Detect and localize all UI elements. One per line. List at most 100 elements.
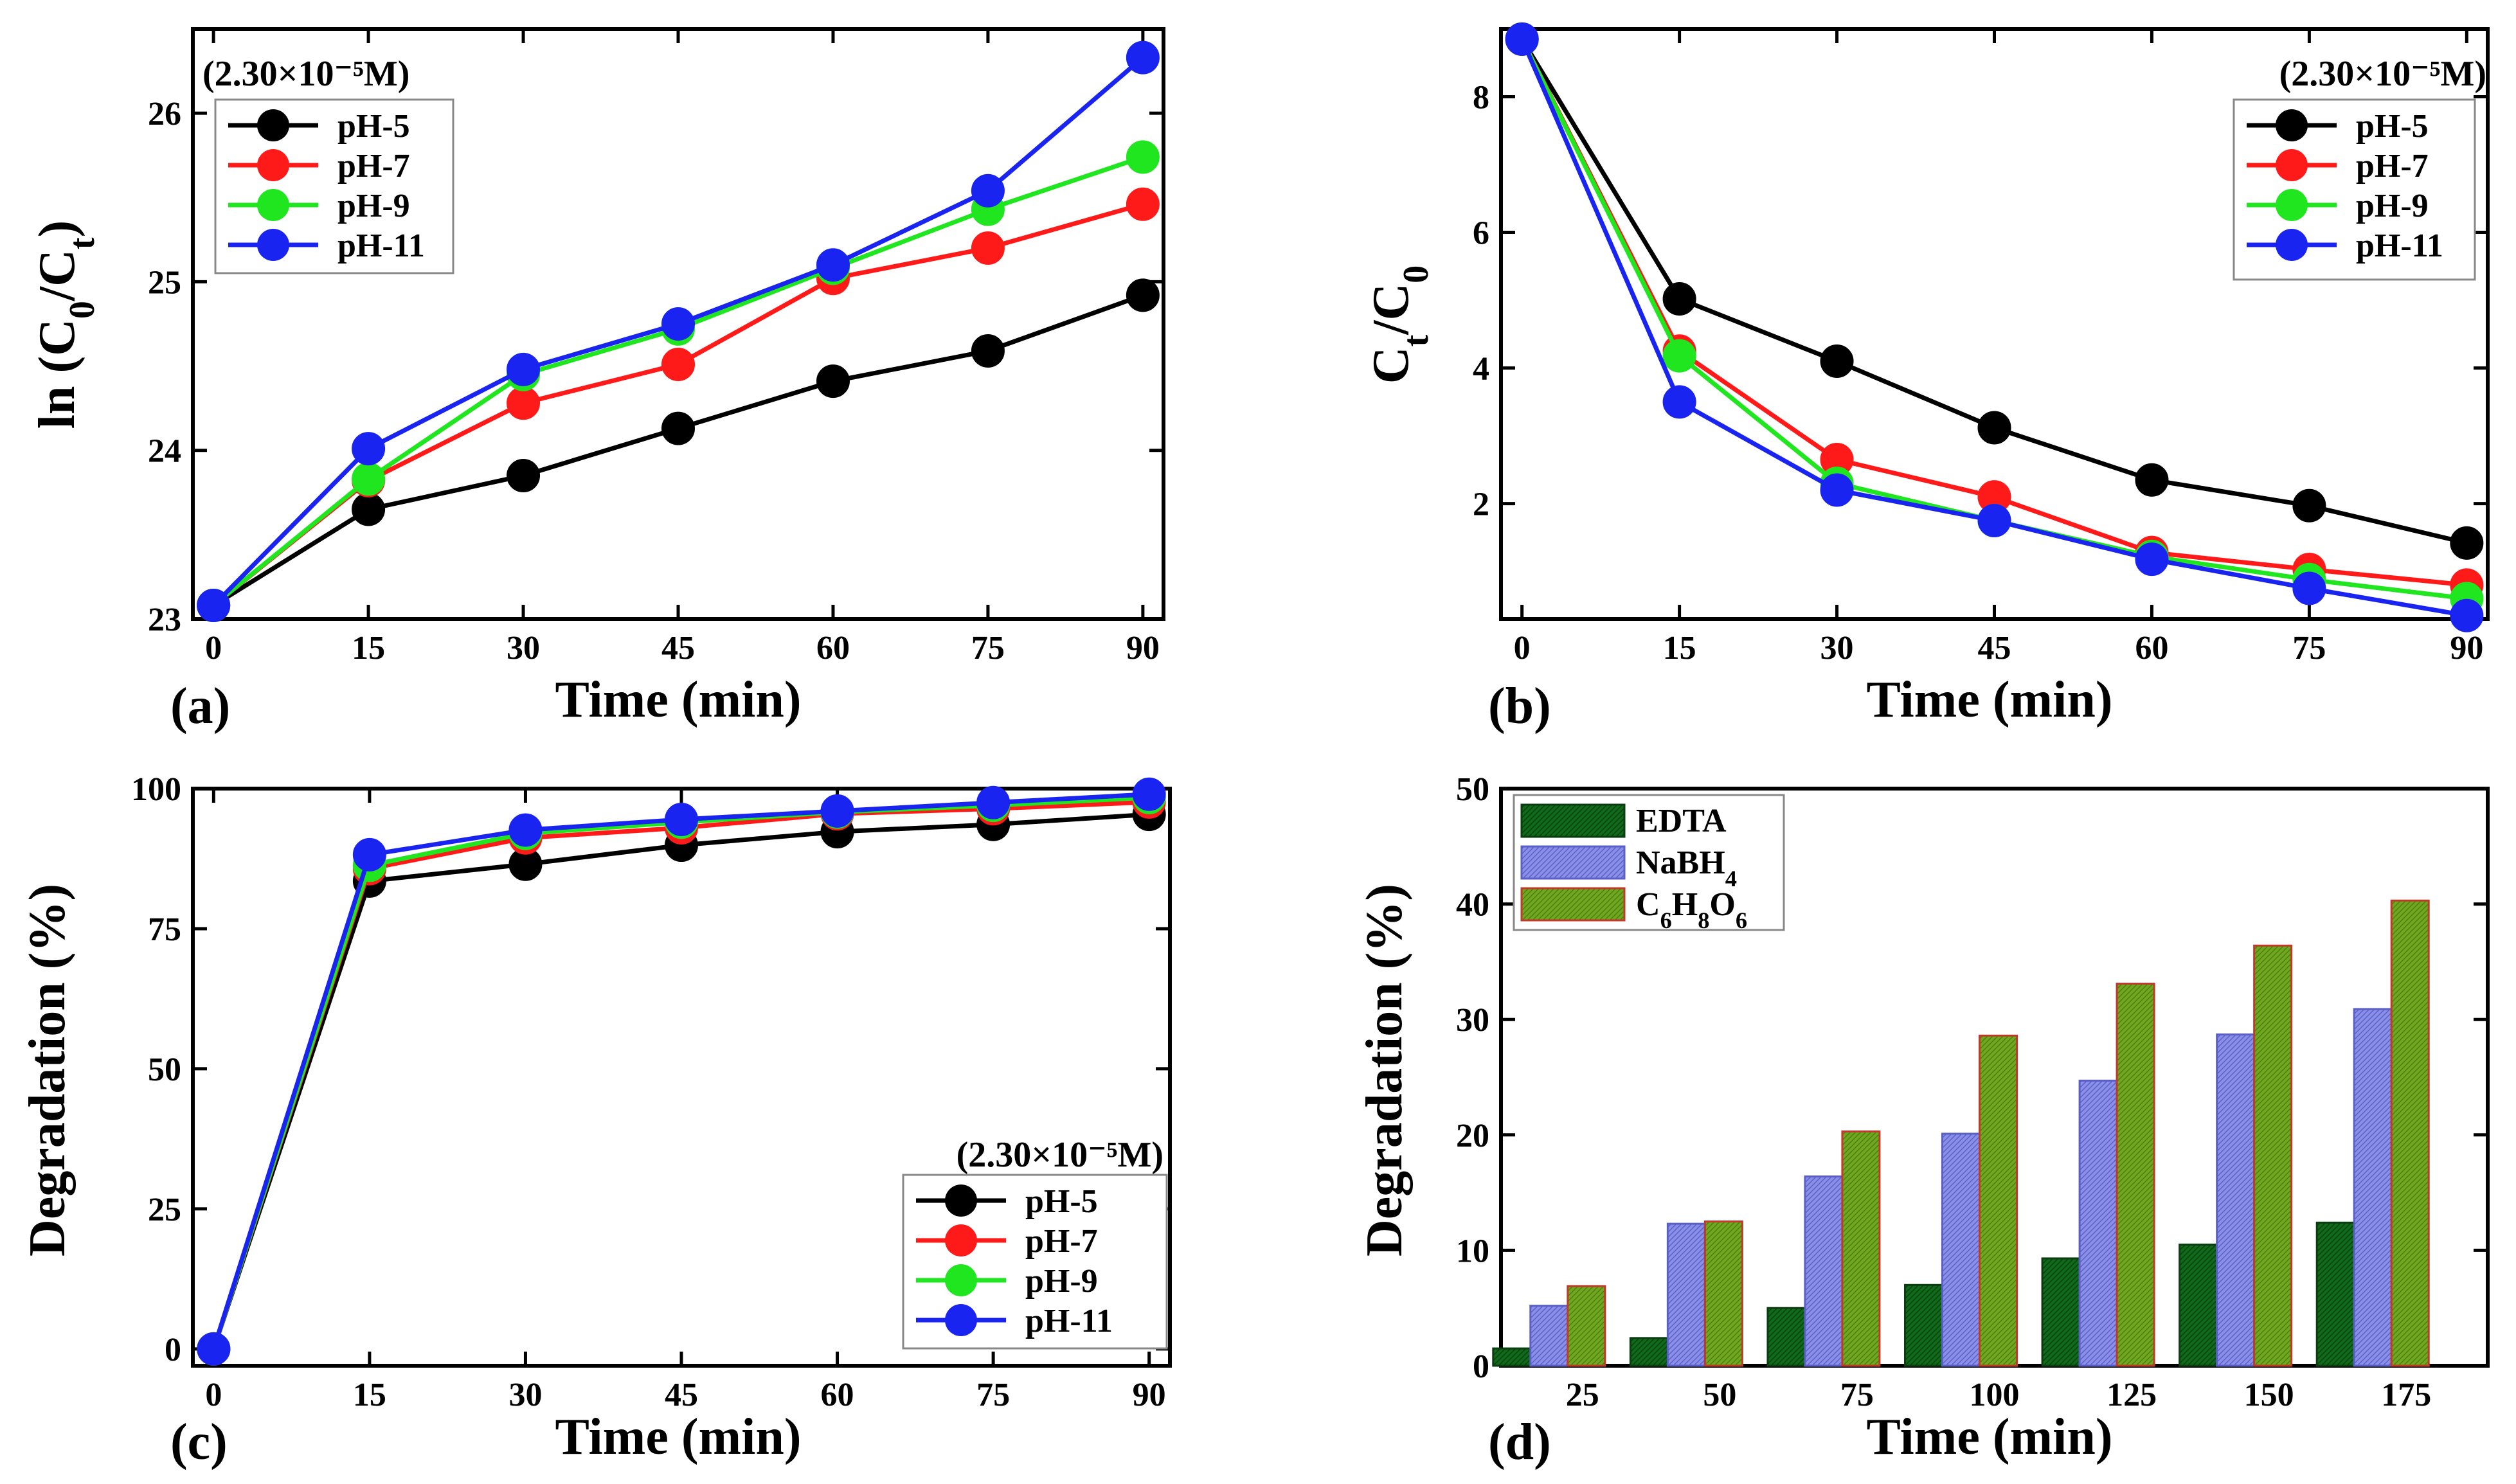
- x-tick-label: 0: [205, 630, 222, 666]
- x-tick-label: 15: [1663, 630, 1696, 666]
- x-tick-label: 45: [1978, 630, 2011, 666]
- legend-label: pH-7: [337, 148, 410, 184]
- data-point-ph-11: [661, 307, 695, 341]
- data-point-ph-9: [1662, 339, 1696, 373]
- legend-marker: [257, 149, 289, 181]
- legend-label: pH-9: [2356, 188, 2429, 224]
- legend-box: [2233, 98, 2476, 281]
- x-tick-label: 90: [2450, 630, 2483, 666]
- legend-label: pH-9: [1025, 1263, 1098, 1300]
- data-point-ph-11: [2292, 571, 2326, 605]
- data-point-ph-11: [508, 813, 543, 847]
- legend-label: pH-5: [337, 108, 410, 145]
- data-point-ph-5: [971, 334, 1005, 368]
- x-tick-label: 90: [1126, 630, 1160, 666]
- bar-nabh4: [2078, 1079, 2118, 1367]
- data-point-ph-11: [976, 785, 1011, 819]
- data-point-ph-11: [1126, 40, 1160, 75]
- data-point-ph-5: [352, 492, 386, 526]
- panel-letter: (b): [1488, 678, 1551, 735]
- data-point-ph-5: [1126, 278, 1160, 312]
- legend-swatch: [1520, 845, 1626, 880]
- legend-label: NaBH4: [1636, 845, 1737, 891]
- legend-label: pH-11: [337, 228, 425, 264]
- y-axis-title: Ct/C0: [1363, 265, 1436, 384]
- bar-edta: [2179, 1243, 2218, 1367]
- concentration-label: (2.30×10⁻⁵M): [202, 54, 409, 94]
- y-tick-label: 40: [1456, 887, 1489, 924]
- x-axis-title: Time (min): [555, 1409, 802, 1465]
- x-tick-label: 50: [1703, 1377, 1736, 1413]
- legend-label: pH-5: [1025, 1183, 1098, 1220]
- x-tick-label: 75: [976, 1377, 1010, 1413]
- legend-marker: [945, 1304, 977, 1336]
- y-tick-label: 75: [148, 911, 181, 948]
- y-tick-label: 2: [1473, 487, 1489, 523]
- x-tick-label: 75: [971, 630, 1005, 666]
- data-point-ph-5: [1820, 344, 1854, 379]
- y-tick-label: 25: [148, 264, 181, 301]
- concentration-label: (2.30×10⁻⁵M): [957, 1135, 1164, 1175]
- x-tick-label: 60: [821, 1377, 854, 1413]
- bar-edta: [1904, 1283, 1943, 1367]
- x-tick-label: 15: [352, 630, 385, 666]
- legend-label: pH-11: [1025, 1303, 1113, 1339]
- data-point-ph-11: [1977, 504, 2011, 537]
- y-tick-label: 50: [148, 1051, 181, 1088]
- panel-d-bar-chart: 0 10 20 30 40 50 25 50 75 100 125 150 175 EDTA NaBH4C6…: [1356, 771, 2490, 1471]
- legend-marker: [945, 1224, 977, 1256]
- y-tick-label: 10: [1456, 1233, 1489, 1269]
- y-tick-label: 26: [148, 96, 181, 132]
- y-tick-label: 6: [1473, 215, 1489, 252]
- x-tick-label: 0: [205, 1377, 222, 1413]
- y-tick-label: 23: [148, 602, 181, 638]
- legend-marker: [257, 109, 289, 141]
- bar-nabh4: [1804, 1175, 1844, 1367]
- bar-nabh4: [2353, 1008, 2393, 1367]
- legend-swatch: [1520, 887, 1626, 922]
- data-point-ph-7: [971, 231, 1005, 265]
- y-axis-title: ln (C0/Ct): [29, 220, 102, 429]
- legend-label: C6H8O6: [1636, 886, 1747, 933]
- x-tick-label: 45: [665, 1377, 698, 1413]
- data-point-ph-5: [816, 364, 850, 398]
- data-point-ph-7: [1126, 187, 1160, 221]
- bar-c6h8o6: [1567, 1285, 1606, 1367]
- x-tick-label: 75: [2292, 630, 2326, 666]
- panel-a-line-chart: 23 24 25 26 0 15 30 45 60 75 90 pH-5pH-7 pH-9 pH-11 (2…: [29, 27, 1165, 735]
- x-tick-label: 30: [507, 630, 540, 666]
- x-tick-label: 30: [508, 1377, 542, 1413]
- legend-marker: [257, 229, 289, 261]
- data-point-ph-11: [352, 432, 386, 466]
- x-tick-label: 60: [2135, 630, 2168, 666]
- bar-nabh4: [2216, 1033, 2256, 1367]
- data-point-ph-9: [1126, 140, 1160, 174]
- concentration-label: (2.30×10⁻⁵M): [2279, 54, 2486, 94]
- data-point-ph-11: [1662, 385, 1696, 419]
- data-point-ph-11: [665, 802, 698, 836]
- data-point-ph-11: [197, 589, 231, 623]
- panel-letter: (a): [170, 678, 230, 735]
- data-point-ph-11: [1820, 473, 1854, 507]
- legend-marker: [2276, 149, 2308, 181]
- bar-c6h8o6: [2390, 899, 2430, 1367]
- x-axis-title: Time (min): [1867, 672, 2113, 728]
- data-point-ph-9: [352, 462, 386, 496]
- y-axis-title: Degradation (%): [19, 884, 76, 1256]
- legend-label: pH-11: [2356, 228, 2443, 264]
- legend-label: pH-9: [337, 188, 410, 224]
- panel-c-line-chart: 0 25 50 75 100 0 15 30 45 60 75 90 pH-5pH-7pH-9pH-11…: [19, 771, 1172, 1471]
- data-point-ph-11: [816, 248, 850, 282]
- data-point-ph-5: [661, 411, 695, 445]
- data-point-ph-11: [197, 1332, 231, 1366]
- bar-c6h8o6: [2116, 983, 2155, 1367]
- data-point-ph-5: [2135, 463, 2169, 497]
- x-tick-label: 100: [1970, 1377, 2020, 1413]
- y-tick-label: 50: [1456, 771, 1489, 808]
- data-point-ph-11: [352, 837, 386, 872]
- bar-edta: [2041, 1257, 2081, 1367]
- legend-marker: [2276, 109, 2308, 141]
- bar-edta: [1629, 1337, 1669, 1367]
- y-tick-label: 25: [148, 1192, 181, 1228]
- x-axis-title: Time (min): [1867, 1409, 2113, 1465]
